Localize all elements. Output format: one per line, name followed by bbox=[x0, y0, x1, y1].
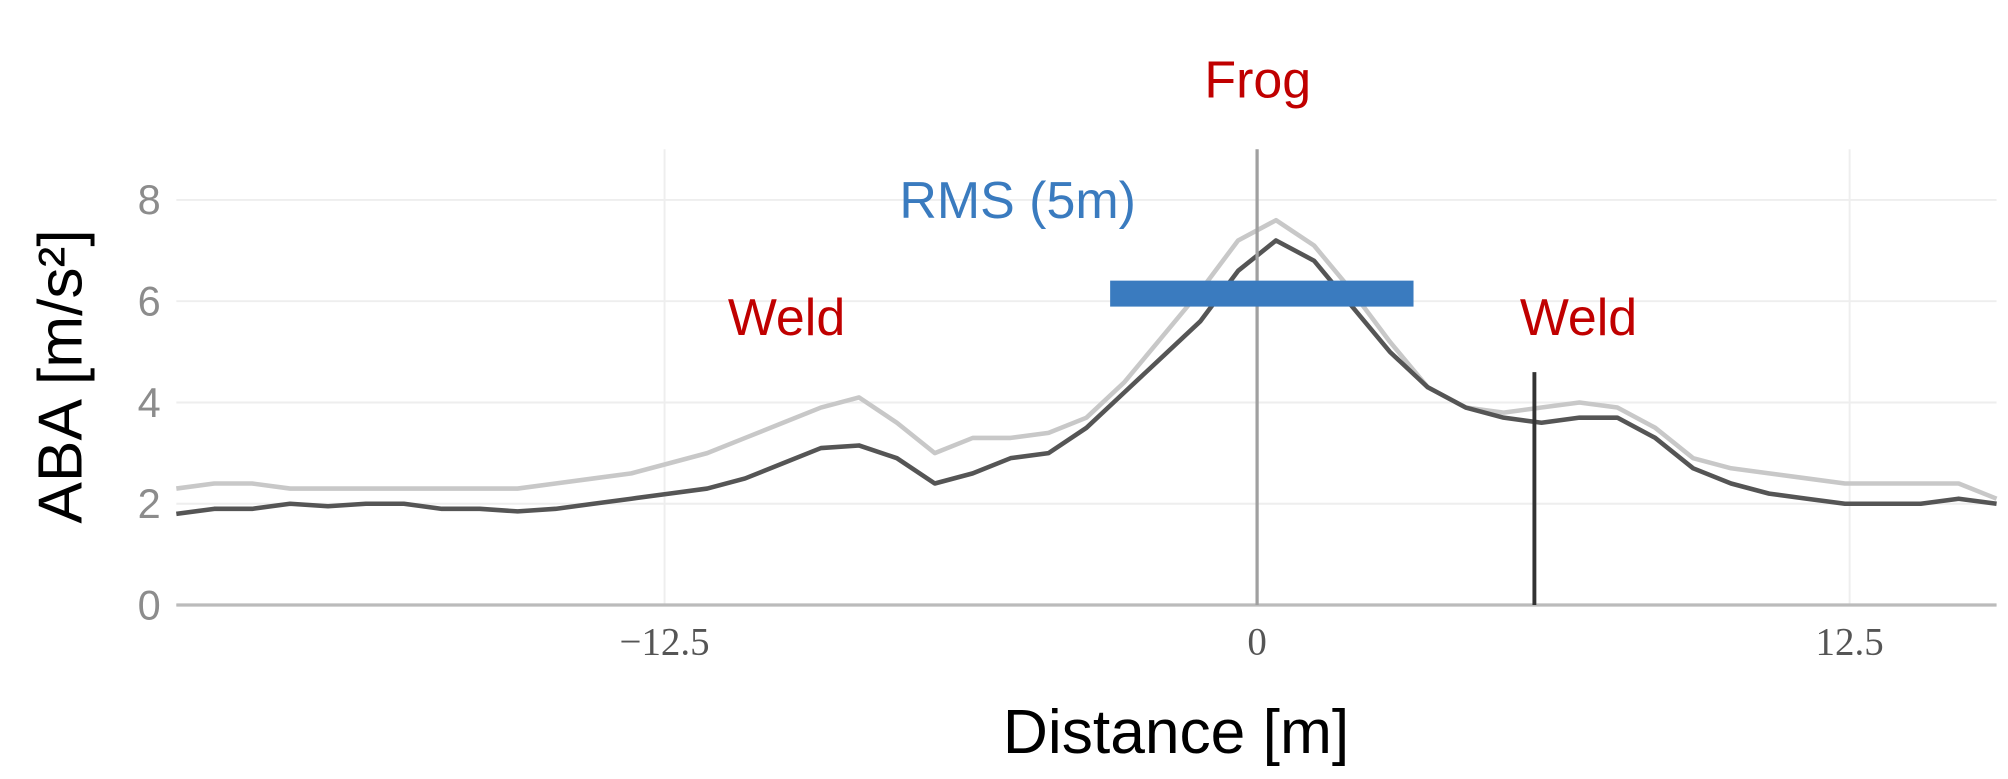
y-axis-title: ABA [m/s²] bbox=[27, 229, 96, 523]
y-tick-label: 0 bbox=[138, 581, 161, 628]
y-tick-label: 2 bbox=[138, 480, 161, 527]
x-tick-label: −12.5 bbox=[620, 620, 710, 663]
line-series bbox=[176, 238, 1997, 517]
y-tick-label: 8 bbox=[138, 176, 161, 223]
annotation: Weld bbox=[1520, 289, 1637, 347]
annotation: Weld bbox=[728, 289, 845, 347]
x-axis-title: Distance [m] bbox=[1003, 698, 1349, 767]
x-tick-label: 12.5 bbox=[1816, 620, 1884, 663]
line-series bbox=[176, 217, 1998, 501]
y-tick-label: 4 bbox=[138, 379, 161, 426]
y-tick-label: 6 bbox=[138, 277, 161, 324]
rms-bar bbox=[1110, 280, 1414, 307]
rms-label: RMS (5m) bbox=[899, 172, 1136, 230]
annotation: Frog bbox=[1204, 51, 1311, 109]
x-tick-label: 0 bbox=[1247, 620, 1266, 663]
